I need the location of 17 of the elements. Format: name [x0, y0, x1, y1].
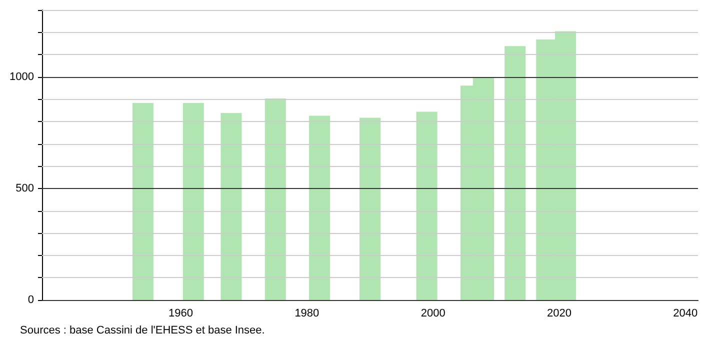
bar [264, 98, 286, 300]
bar [309, 116, 330, 300]
x-tick-label: 2020 [546, 308, 572, 320]
y-tick-label: 1000 [10, 70, 34, 83]
x-tick-label: 1960 [168, 308, 194, 320]
bar [504, 46, 526, 300]
bar [360, 118, 380, 300]
bar [220, 113, 242, 300]
bar [416, 112, 438, 300]
x-tick-label: 1980 [294, 308, 320, 320]
bar [132, 103, 154, 300]
y-tick-label: 500 [16, 182, 34, 194]
bar [182, 103, 204, 300]
x-tick-label: 2040 [673, 308, 698, 320]
y-tick-label: 0 [28, 294, 34, 306]
x-tick-label: 2000 [420, 308, 446, 320]
source-note: Sources : base Cassini de l'EHESS et base Insee. [20, 324, 265, 336]
